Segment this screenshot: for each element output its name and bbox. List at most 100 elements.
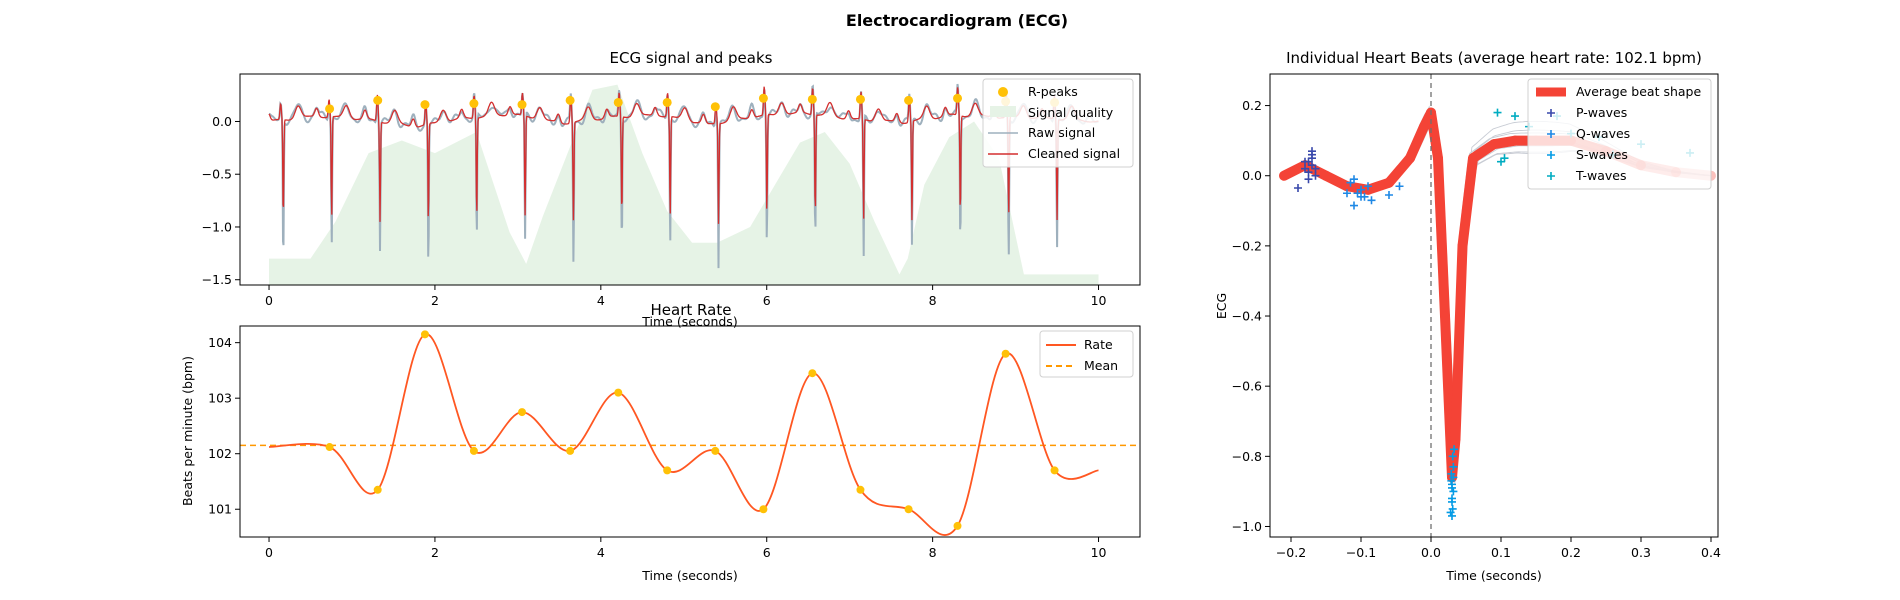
ecg-signal-axes-frame: [239, 73, 1141, 286]
figure-title: Electrocardiogram (ECG): [846, 11, 1068, 30]
ecg-ytick-label: 0.0: [212, 114, 232, 129]
heart-beats-panel: Individual Heart Beats (average heart ra…: [1214, 49, 1721, 583]
q-wave-legend-label: Q-waves: [1576, 126, 1630, 141]
average-beat-segment: [1447, 433, 1461, 483]
p-wave-marker: [1294, 183, 1302, 192]
p-wave-marker: [1301, 164, 1309, 173]
heart-beats-ylabel: ECG: [1214, 293, 1229, 319]
raw-signal-line: [268, 83, 1099, 269]
q-wave-marker: [1346, 178, 1355, 187]
rate-peak-marker: [904, 505, 913, 514]
ecg-xtick-label: 4: [597, 293, 605, 308]
rate-peak-marker: [566, 446, 575, 455]
hr-ytick-label: 102: [208, 446, 232, 461]
hr-xtick-label: 2: [431, 545, 439, 560]
rate-peak-marker: [759, 505, 768, 514]
hr-xtick-label: 10: [1091, 545, 1107, 560]
p-wave-marker: [1304, 175, 1313, 184]
raw-legend-label: Raw signal: [1028, 125, 1095, 140]
r-peak-marker: [613, 97, 623, 107]
rate-peak-marker: [1050, 466, 1059, 475]
q-wave-marker: [1357, 192, 1365, 201]
r-peak-marker: [904, 95, 914, 105]
s-wave-marker: [1448, 452, 1457, 461]
signal-quality-area: [269, 84, 1099, 285]
beats-xtick-label: −0.1: [1346, 545, 1376, 560]
ecg-legend-box: [982, 78, 1134, 168]
beats-xtick-label: 0.2: [1561, 545, 1581, 560]
s-wave-marker: [1449, 462, 1458, 471]
beats-legend-box: [1527, 78, 1712, 190]
heart-rate-legend: Rate Mean: [1039, 330, 1134, 378]
r-peak-marker: [517, 100, 527, 110]
average-beat-segment: [1426, 107, 1443, 164]
rate-peak-marker: [808, 369, 817, 378]
beats-xtick-label: 0.3: [1631, 545, 1651, 560]
p-wave-marker: [1311, 164, 1320, 173]
p-wave-marker: [1308, 154, 1316, 163]
r-peak-marker: [469, 99, 479, 109]
beats-ytick-label: −0.6: [1232, 379, 1262, 394]
rate-peak-marker: [518, 408, 527, 417]
ecg-xtick-label: 8: [929, 293, 937, 308]
hr-xtick-label: 6: [763, 545, 771, 560]
quality-legend-swatch: [990, 106, 1016, 117]
s-wave-marker: [1449, 473, 1458, 482]
q-wave-marker: [1385, 191, 1393, 200]
heart-rate-xlabel: Time (seconds): [641, 568, 737, 583]
ecg-xtick-label: 2: [431, 293, 439, 308]
rate-peak-marker: [420, 330, 429, 339]
p-wave-marker: [1308, 147, 1316, 156]
p-wave-marker: [1304, 168, 1313, 177]
average-beat-segment: [1405, 121, 1429, 164]
q-wave-legend-marker: [1547, 130, 1555, 138]
ecg-xtick-label: 10: [1091, 293, 1107, 308]
ecg-xtick-label: 6: [763, 293, 771, 308]
heart-beats-xlabel: Time (seconds): [1445, 568, 1541, 583]
hr-ytick-label: 103: [208, 391, 232, 406]
beats-ytick-label: 0.2: [1242, 98, 1262, 113]
cleaned-signal-line: [268, 86, 1099, 224]
r-peak-marker: [325, 104, 335, 114]
rate-peak-marker: [373, 485, 382, 494]
p-wave-marker: [1308, 161, 1316, 170]
p-wave-legend-marker: [1547, 109, 1555, 117]
r-peak-marker: [807, 94, 817, 104]
s-wave-legend-marker: [1547, 151, 1555, 159]
hr-xtick-label: 8: [929, 545, 937, 560]
q-wave-marker: [1353, 189, 1362, 198]
p-wave-marker: [1301, 157, 1309, 166]
ecg-xtick-label: 0: [265, 293, 273, 308]
mean-legend-label: Mean: [1084, 358, 1118, 373]
rate-peak-marker: [711, 446, 720, 455]
hr-xtick-label: 0: [265, 545, 273, 560]
average-beat-segment: [1457, 153, 1478, 251]
q-wave-marker: [1367, 196, 1376, 205]
beats-ytick-label: −1.0: [1232, 519, 1262, 534]
heart-rate-axes-frame: [239, 325, 1141, 538]
heart-rate-ylabel: Beats per minute (bpm): [180, 356, 195, 506]
rate-legend-label: Rate: [1084, 337, 1113, 352]
r-peak-marker: [420, 100, 430, 110]
t-wave-marker: [1511, 112, 1519, 121]
r-peak-marker: [565, 95, 575, 105]
p-wave-marker: [1311, 171, 1320, 180]
hr-ytick-label: 101: [208, 502, 232, 517]
r-peak-marker: [953, 93, 963, 103]
ecg-ytick-label: −1.0: [202, 219, 232, 234]
t-wave-marker: [1497, 157, 1505, 166]
ecg-signal-plot-area: [268, 83, 1099, 285]
r-peak-marker: [710, 102, 720, 112]
ecg-signal-xlabel: Time (seconds): [641, 314, 737, 329]
heart-rate-plot-area: [240, 330, 1140, 536]
rpeaks-legend-label: R-peaks: [1028, 84, 1078, 99]
q-wave-marker: [1364, 182, 1372, 191]
s-wave-marker: [1450, 445, 1459, 454]
r-peak-marker: [855, 94, 865, 104]
beats-ytick-label: −0.2: [1232, 238, 1262, 253]
beats-ytick-label: −0.4: [1232, 309, 1262, 324]
beats-xtick-label: 0.0: [1421, 545, 1441, 560]
rate-peak-marker: [325, 443, 334, 452]
heart-beats-axes-frame: [1269, 73, 1719, 538]
t-wave-legend-marker: [1547, 172, 1555, 180]
